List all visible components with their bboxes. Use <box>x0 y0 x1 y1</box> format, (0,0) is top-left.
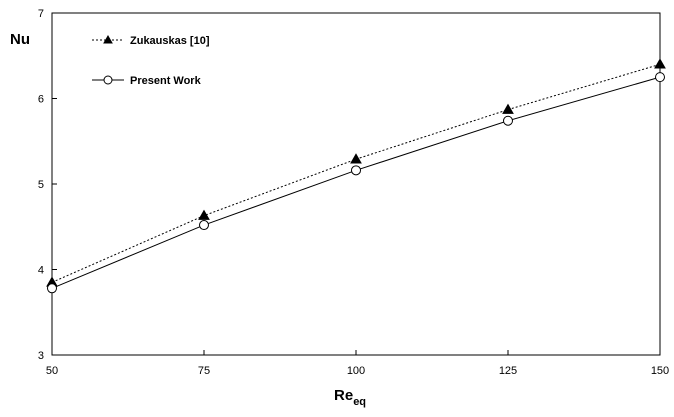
x-axis-title-subscript: eq <box>353 396 366 408</box>
data-point <box>655 72 665 83</box>
y-axis: 3 4 5 6 7 <box>38 8 57 362</box>
y-tick-label: 4 <box>38 265 44 277</box>
data-point <box>654 58 666 69</box>
legend-item: Present Work <box>92 75 202 87</box>
data-point <box>502 103 514 114</box>
x-tick-label: 50 <box>46 365 58 377</box>
y-axis-title: Nu <box>10 31 30 48</box>
x-tick-label: 125 <box>499 365 517 377</box>
x-tick-label: 75 <box>198 365 210 377</box>
x-axis-title: Reeq <box>334 387 366 408</box>
legend-marker <box>103 75 113 85</box>
data-point <box>198 209 210 220</box>
legend-label: Zukauskas [10] <box>130 35 210 47</box>
x-axis-title-main: Re <box>334 387 353 404</box>
y-tick-label: 3 <box>38 350 44 362</box>
legend-label: Present Work <box>130 75 202 87</box>
data-point <box>350 153 362 164</box>
y-tick-label: 6 <box>38 94 44 106</box>
y-tick-label: 7 <box>38 8 44 20</box>
data-point <box>47 283 57 294</box>
legend: Zukauskas [10] Present Work <box>92 34 210 87</box>
x-axis: 50 75 100 125 150 <box>46 350 669 377</box>
series-zukauskas <box>46 58 666 287</box>
data-point <box>199 220 209 231</box>
plot-area-frame <box>51 12 661 356</box>
legend-marker <box>103 34 113 44</box>
data-point <box>351 165 361 176</box>
legend-item: Zukauskas [10] <box>92 34 210 47</box>
series-line <box>51 76 661 289</box>
series-layer <box>46 58 666 294</box>
series-present-work <box>47 72 665 294</box>
x-tick-label: 100 <box>347 365 365 377</box>
data-point <box>503 115 513 126</box>
y-tick-label: 5 <box>38 179 44 191</box>
x-tick-label: 150 <box>651 365 669 377</box>
